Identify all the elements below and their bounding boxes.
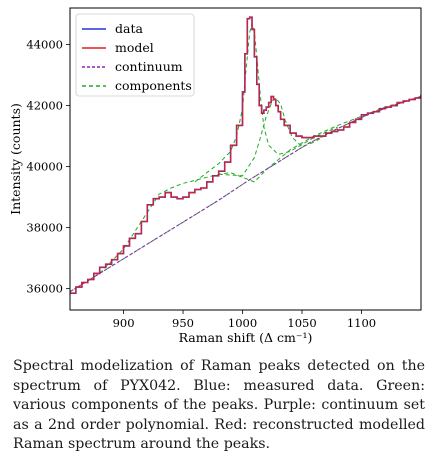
y-axis: 36000 38000 40000 42000 44000 (26, 38, 70, 296)
component-curve-2 (70, 96, 421, 293)
component-curve-4 (218, 97, 338, 177)
component-curve-3 (194, 21, 338, 183)
y-tick-label: 36000 (26, 282, 63, 296)
legend-box (75, 13, 195, 97)
y-axis-label: Intensity (counts) (8, 103, 23, 215)
component-curve-1 (70, 96, 421, 293)
y-tick-label: 38000 (26, 221, 63, 235)
plot-area (70, 16, 421, 295)
legend-label-data: data (115, 21, 143, 36)
x-tick-label: 1000 (228, 316, 257, 330)
figure-caption: Spectral modelization of Raman peaks det… (13, 358, 425, 453)
y-tick-label: 40000 (26, 160, 63, 174)
x-axis: 900 950 1000 1050 1100 (113, 310, 376, 330)
x-tick-label: 900 (113, 316, 135, 330)
legend: data model continuum components (75, 13, 195, 97)
x-tick-label: 1050 (287, 316, 316, 330)
y-tick-label: 44000 (26, 38, 63, 52)
legend-label-components: components (115, 78, 192, 93)
x-tick-label: 950 (172, 316, 194, 330)
x-axis-label: Raman shift (Δ cm⁻¹) (179, 330, 313, 345)
model-series-line (70, 16, 421, 294)
y-tick-label: 42000 (26, 99, 63, 113)
x-tick-label: 1100 (347, 316, 376, 330)
legend-label-continuum: continuum (115, 59, 183, 74)
continuum-line (70, 96, 421, 293)
legend-label-model: model (115, 40, 154, 55)
plot-frame (69, 7, 422, 311)
raman-spectrum-chart: 900 950 1000 1050 1100 36000 38000 40000 42000 4… (8, 7, 422, 345)
